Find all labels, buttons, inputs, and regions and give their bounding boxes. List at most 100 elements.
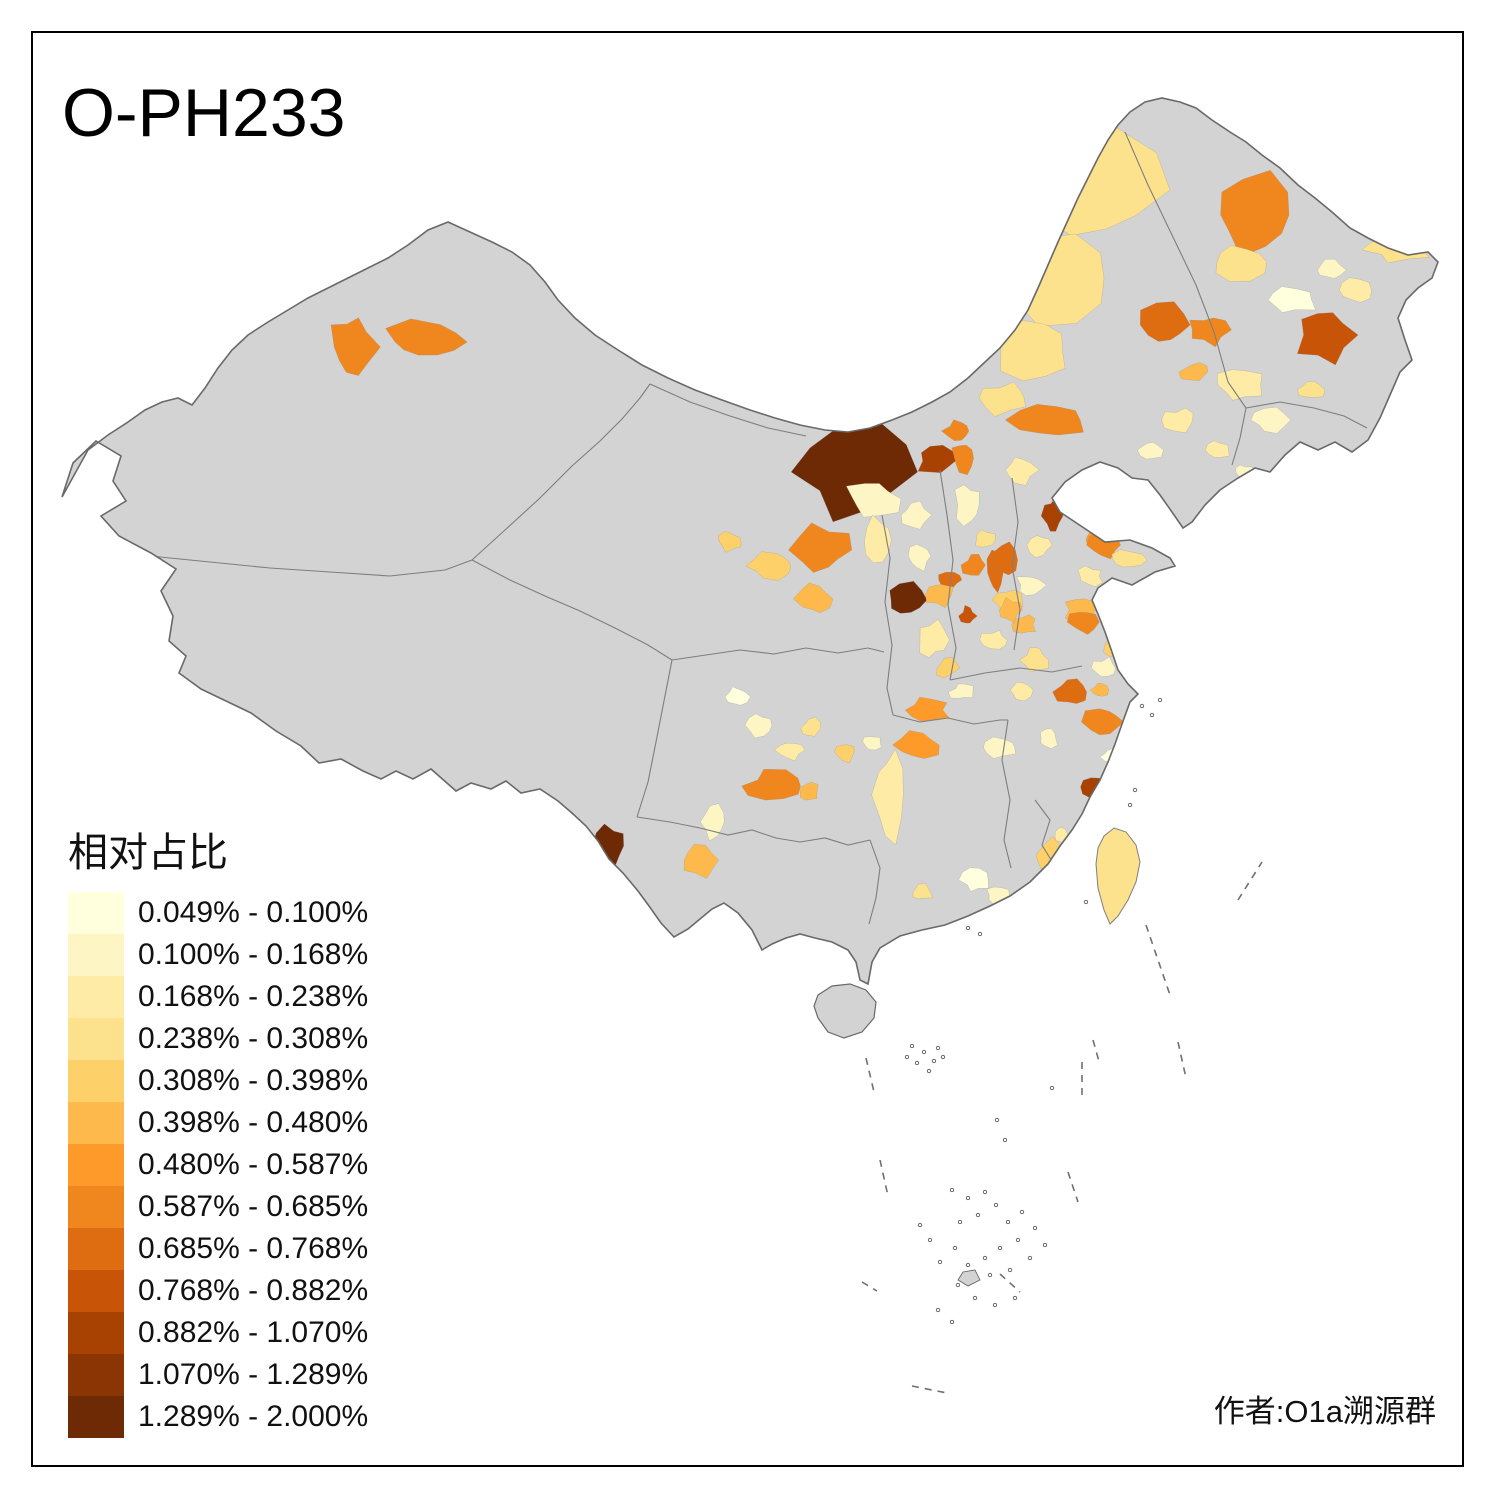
prefecture-region xyxy=(1089,683,1109,697)
prefecture-region xyxy=(940,419,970,441)
islet-dot xyxy=(1139,703,1145,709)
islet-dot xyxy=(914,1060,920,1066)
legend-item: 0.882% - 1.070% xyxy=(68,1312,368,1354)
legend-item: 0.398% - 0.480% xyxy=(68,1102,368,1144)
legend-label: 1.070% - 1.289% xyxy=(138,1358,369,1391)
islet-dot xyxy=(904,1054,910,1060)
islet-dot xyxy=(935,1045,941,1051)
legend-title: 相对占比 xyxy=(68,831,228,875)
islet-dot xyxy=(982,1255,988,1261)
prefecture-region xyxy=(958,604,978,624)
prefecture-region xyxy=(330,317,381,376)
prefecture-region xyxy=(845,483,902,518)
dongsha-islet xyxy=(957,1269,981,1287)
prefecture-region xyxy=(1077,565,1104,588)
prefecture-region xyxy=(1004,404,1084,436)
province-border xyxy=(1011,477,1021,651)
province-border xyxy=(1231,407,1247,466)
prefecture-region xyxy=(1339,277,1372,303)
plot-title: O-PH233 xyxy=(62,75,346,151)
legend-swatch xyxy=(68,976,124,1018)
province-border xyxy=(649,383,807,437)
sea-boundary-dash xyxy=(861,1281,878,1292)
province-border xyxy=(636,816,871,846)
prefecture-region xyxy=(1016,576,1048,596)
prefecture-region xyxy=(938,571,963,588)
prefecture-region xyxy=(717,530,742,553)
legend-item: 0.238% - 0.308% xyxy=(68,1018,368,1060)
country-base xyxy=(62,98,1438,984)
islet-dot xyxy=(993,1202,999,1208)
province-border xyxy=(471,559,673,661)
legend-label: 0.587% - 0.685% xyxy=(138,1190,369,1223)
prefecture-region xyxy=(1123,721,1139,745)
legend-swatch xyxy=(68,1018,124,1060)
province-border xyxy=(94,544,473,577)
legend-label: 0.398% - 0.480% xyxy=(138,1106,369,1139)
islet-dot xyxy=(1019,1209,1025,1215)
islet-dot xyxy=(997,1245,1003,1251)
prefecture-region xyxy=(862,736,882,751)
province-border xyxy=(471,383,651,561)
islet-dot xyxy=(1012,1295,1018,1301)
islet-dot xyxy=(1157,697,1163,703)
islet-dot xyxy=(1015,1237,1021,1243)
province-border-layer xyxy=(94,131,1368,925)
prefecture-region xyxy=(900,500,933,530)
prefecture-region xyxy=(1066,612,1100,635)
legend-item: 0.480% - 0.587% xyxy=(68,1144,368,1186)
legend-label: 0.685% - 0.768% xyxy=(138,1232,369,1265)
province-border xyxy=(1001,719,1012,869)
prefecture-region xyxy=(724,686,751,706)
prefecture-region xyxy=(744,713,773,739)
prefecture-region xyxy=(834,744,855,764)
prefecture-region xyxy=(999,596,1023,623)
prefecture-region xyxy=(948,683,974,699)
islet-dot xyxy=(909,1043,915,1049)
islet-dot xyxy=(957,1219,963,1225)
prefecture-region xyxy=(683,843,719,879)
islet-dot xyxy=(994,1117,1000,1123)
prefecture-region xyxy=(1178,362,1209,382)
islet-dot xyxy=(987,1272,993,1278)
legend-label: 0.308% - 0.398% xyxy=(138,1064,369,1097)
islet-dot xyxy=(952,1245,958,1251)
province-border xyxy=(1245,401,1368,429)
prefecture-region xyxy=(1267,286,1316,313)
prefecture-region xyxy=(1220,169,1290,258)
legend-item: 0.587% - 0.685% xyxy=(68,1186,368,1228)
islet-dot xyxy=(917,1222,923,1228)
legend-label: 0.100% - 0.168% xyxy=(138,938,369,971)
prefecture-region xyxy=(1161,407,1194,433)
legend-swatch xyxy=(68,892,124,934)
islet-dot xyxy=(935,1307,941,1313)
legend-label: 0.480% - 0.587% xyxy=(138,1148,369,1181)
prefecture-region xyxy=(699,803,725,842)
legend-swatch xyxy=(68,1228,124,1270)
islet-dot xyxy=(977,931,983,937)
prefecture-region xyxy=(892,730,940,759)
legend-label: 0.768% - 0.882% xyxy=(138,1274,369,1307)
prefecture-region xyxy=(889,580,928,614)
prefecture-region xyxy=(975,529,996,548)
prefecture-region xyxy=(773,742,806,762)
legend-item: 0.768% - 0.882% xyxy=(68,1270,368,1312)
prefecture-region xyxy=(1317,258,1348,279)
legend-label: 0.882% - 1.070% xyxy=(138,1316,369,1349)
islet-dot xyxy=(926,1068,932,1074)
legend-item: 0.308% - 0.398% xyxy=(68,1060,368,1102)
prefecture-region xyxy=(979,630,1008,650)
islet-dot xyxy=(965,1262,971,1268)
prefecture-region xyxy=(1215,244,1267,282)
legend-swatch xyxy=(68,1396,124,1438)
prefecture-region xyxy=(1250,406,1292,434)
prefecture-region xyxy=(917,444,956,474)
sea-boundary-dash xyxy=(1177,1041,1187,1079)
islet-dot xyxy=(965,1195,971,1201)
province-border xyxy=(1124,131,1247,409)
legend-swatch xyxy=(68,1060,124,1102)
prefecture-region xyxy=(1111,549,1148,568)
islet-dot xyxy=(1032,1225,1038,1231)
prefecture-region xyxy=(960,554,986,576)
islet-dot xyxy=(1005,1219,1011,1225)
